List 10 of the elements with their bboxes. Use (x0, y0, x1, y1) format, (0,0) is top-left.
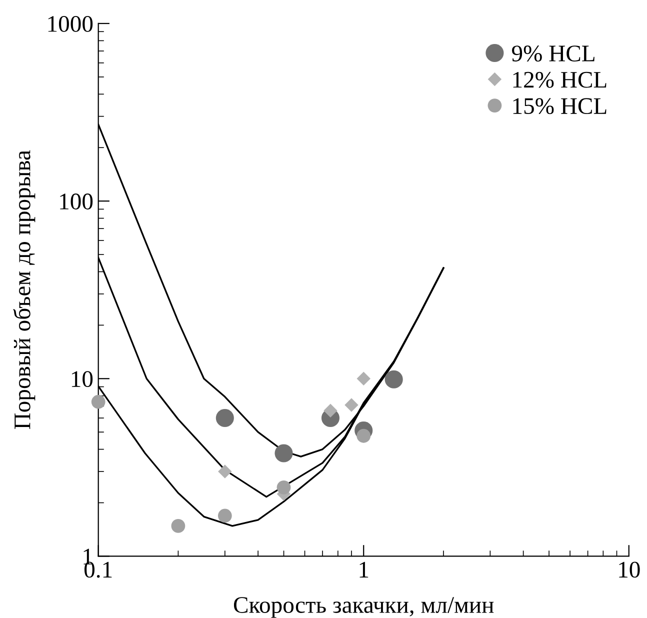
y-tick-label: 10 (72, 371, 93, 388)
legend-label: 15% HCL (513, 98, 606, 114)
x-axis-title: Скорость закачки, мл/мин (234, 597, 494, 618)
x-tick-label: 10 (619, 562, 640, 578)
legend-label: 9% HCL (512, 46, 594, 62)
y-tick-label: 100 (60, 194, 93, 210)
legend-label: 12% HCL (513, 72, 606, 88)
y-tick-label: 1000 (48, 16, 93, 32)
x-tick-label: 1 (360, 562, 368, 578)
y-axis-title: Поровый объем до прорыва (13, 150, 36, 430)
